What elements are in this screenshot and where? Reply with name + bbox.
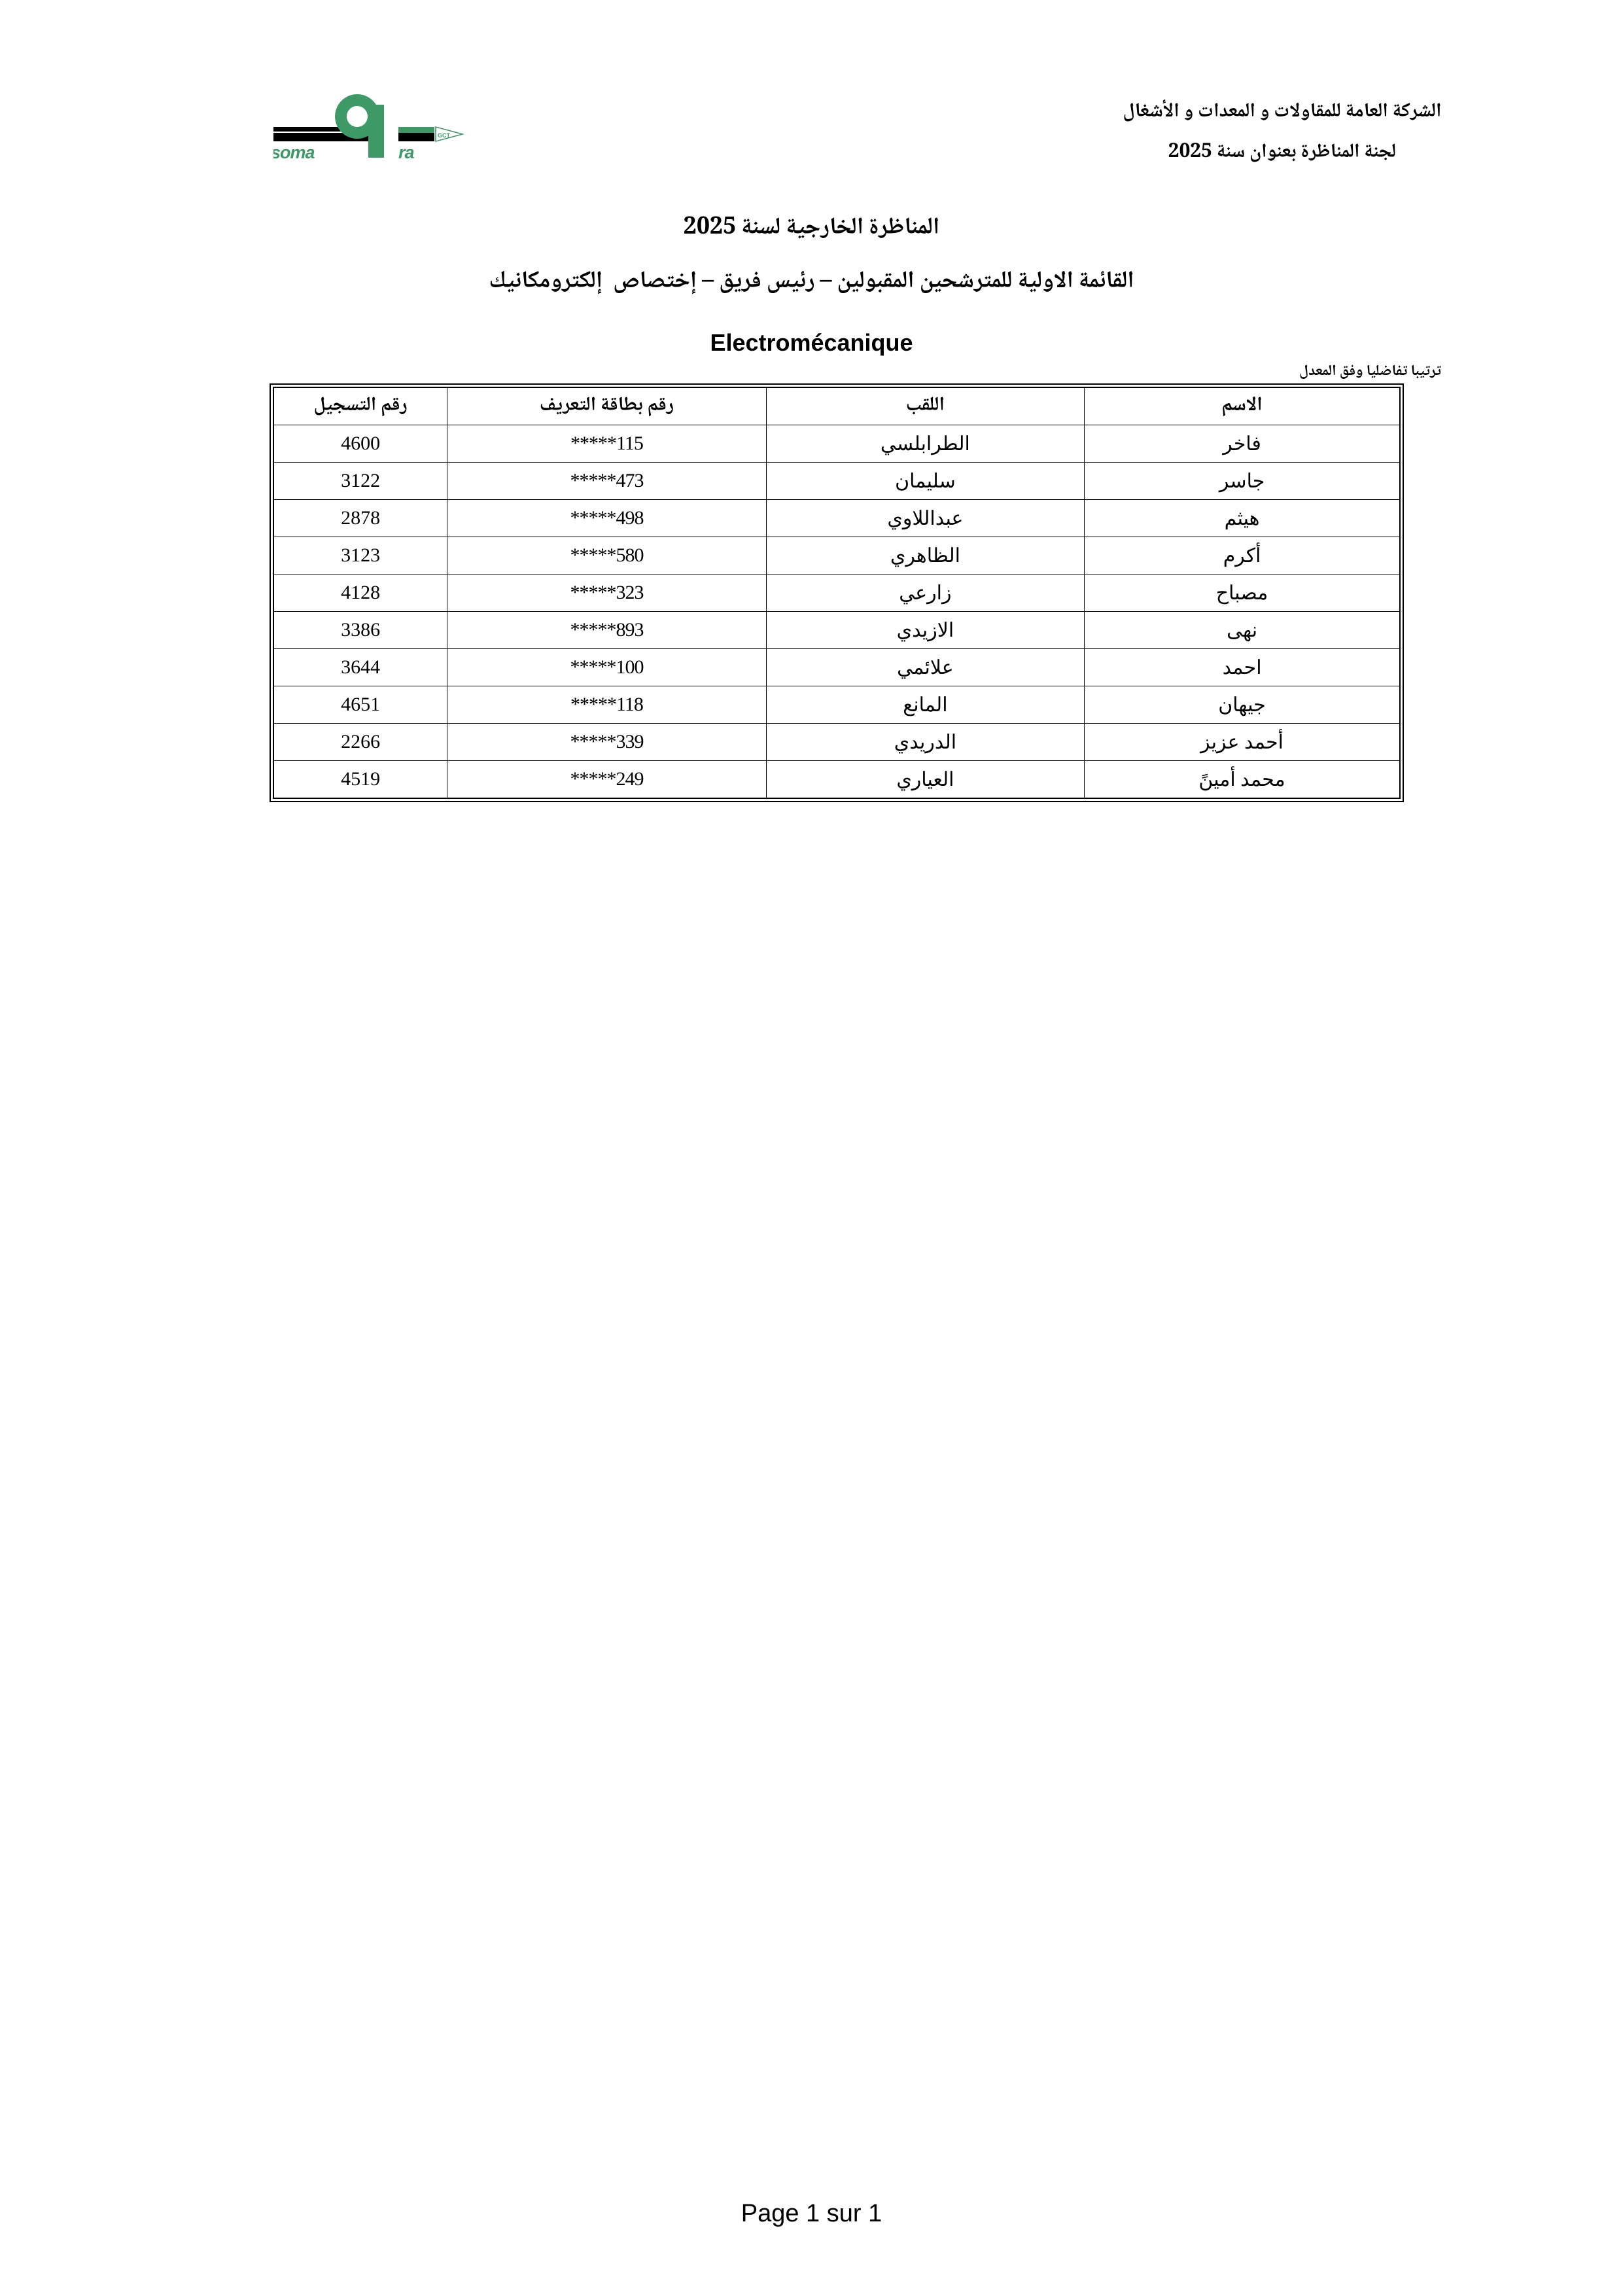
svg-text:GCT: GCT — [438, 132, 451, 139]
svg-text:soma: soma — [273, 143, 315, 162]
svg-text:ra: ra — [398, 143, 415, 162]
